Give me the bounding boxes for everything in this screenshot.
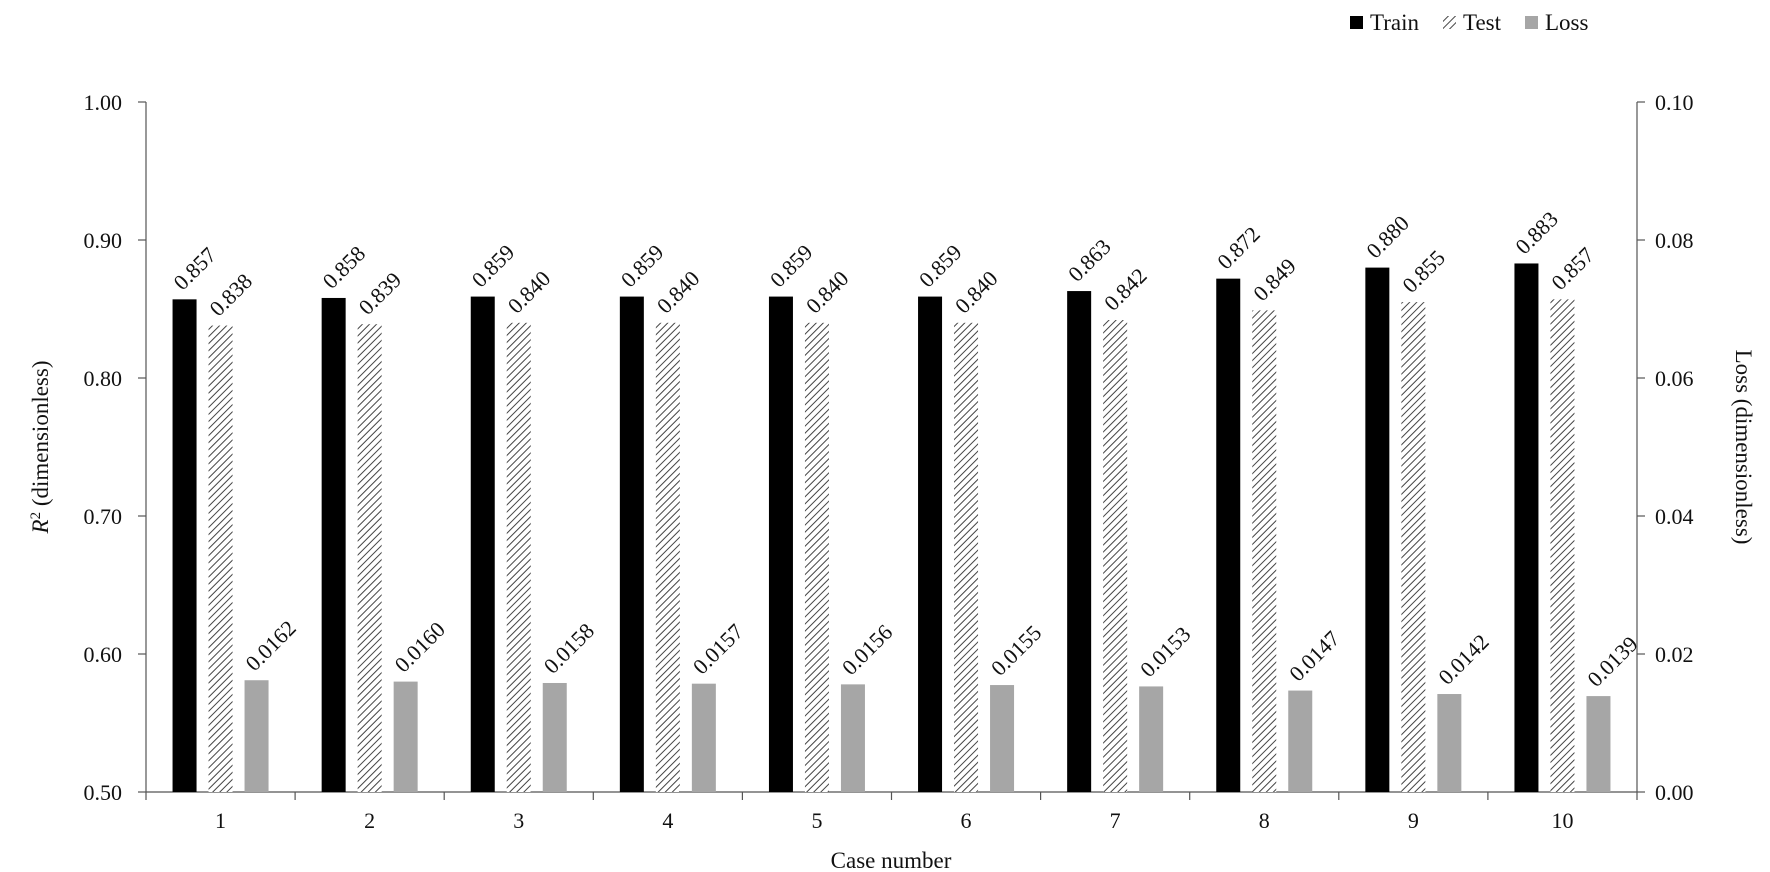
y-axis-title: R2 (dimensionless) xyxy=(28,361,53,535)
data-label-loss: 0.0162 xyxy=(240,615,300,675)
data-label-train: 0.857 xyxy=(168,242,221,295)
x-tick-label: 10 xyxy=(1551,808,1573,833)
bars xyxy=(172,263,1611,793)
right-tick-label: 0.00 xyxy=(1655,780,1694,805)
right-tick-label: 0.04 xyxy=(1655,504,1694,529)
data-label-loss: 0.0158 xyxy=(539,618,599,678)
bar-train xyxy=(470,296,495,792)
bar-test xyxy=(655,322,680,792)
data-label-train: 0.872 xyxy=(1212,221,1265,274)
data-label-loss: 0.0156 xyxy=(837,619,897,679)
bar-test xyxy=(954,322,979,792)
data-label-train: 0.880 xyxy=(1361,210,1414,263)
left-tick-label: 0.60 xyxy=(84,642,123,667)
bar-train xyxy=(768,296,793,792)
data-label-test: 0.855 xyxy=(1397,245,1450,298)
right-axis-ticks: 0.00 0.02 0.04 0.06 0.08 0.10 xyxy=(1637,90,1694,805)
data-label-train: 0.859 xyxy=(914,239,967,292)
bar-loss xyxy=(244,680,269,792)
bar-train xyxy=(1216,278,1241,792)
x-tick-label: 3 xyxy=(513,808,524,833)
right-tick-label: 0.10 xyxy=(1655,90,1694,115)
data-label-loss: 0.0139 xyxy=(1582,631,1642,691)
data-label-train: 0.859 xyxy=(765,239,818,292)
bar-test xyxy=(357,324,382,792)
left-tick-label: 0.70 xyxy=(84,504,123,529)
legend: Train Test Loss xyxy=(1350,10,1589,35)
right-tick-label: 0.06 xyxy=(1655,366,1694,391)
x-tick-label: 6 xyxy=(961,808,972,833)
x-tick-label: 9 xyxy=(1408,808,1419,833)
bar-loss xyxy=(691,683,716,792)
bar-test xyxy=(208,325,233,792)
x-tick-label: 7 xyxy=(1110,808,1121,833)
bar-loss xyxy=(393,681,418,792)
x-tick-label: 2 xyxy=(364,808,375,833)
left-axis-ticks: 0.50 0.60 0.70 0.80 0.90 1.00 xyxy=(84,90,146,805)
data-label-loss: 0.0157 xyxy=(688,619,748,679)
bar-train xyxy=(918,296,943,792)
left-tick-label: 1.00 xyxy=(84,90,123,115)
left-tick-label: 0.50 xyxy=(84,780,123,805)
bar-train xyxy=(1514,263,1539,793)
data-label-train: 0.859 xyxy=(467,239,520,292)
legend-swatch-loss xyxy=(1525,16,1538,29)
data-label-loss: 0.0153 xyxy=(1135,622,1195,682)
legend-swatch-test xyxy=(1443,16,1456,29)
legend-label-test: Test xyxy=(1463,10,1502,35)
left-tick-label: 0.90 xyxy=(84,228,123,253)
bar-test xyxy=(506,322,531,792)
data-label-test: 0.842 xyxy=(1099,263,1152,316)
data-label-test: 0.849 xyxy=(1248,253,1301,306)
bar-test xyxy=(804,322,829,792)
data-label-train: 0.883 xyxy=(1510,206,1563,259)
data-label-train: 0.859 xyxy=(616,239,669,292)
data-label-loss: 0.0142 xyxy=(1433,629,1493,689)
bar-loss xyxy=(1437,694,1462,792)
bar-train xyxy=(1365,267,1390,793)
legend-swatch-train xyxy=(1350,16,1363,29)
bar-loss xyxy=(840,684,865,792)
bar-loss xyxy=(990,685,1015,792)
bar-test xyxy=(1103,320,1128,792)
data-label-train: 0.863 xyxy=(1063,234,1116,287)
data-label-test: 0.839 xyxy=(354,267,407,320)
right-tick-label: 0.08 xyxy=(1655,228,1694,253)
data-label-loss: 0.0160 xyxy=(390,617,450,677)
right-tick-label: 0.02 xyxy=(1655,642,1694,667)
bar-test xyxy=(1550,299,1575,792)
bar-test xyxy=(1252,310,1277,792)
data-label-test: 0.840 xyxy=(503,266,556,319)
bar-loss xyxy=(1586,696,1611,792)
x-tick-label: 5 xyxy=(811,808,822,833)
x-axis-title: Case number xyxy=(831,848,952,872)
x-tick-label: 1 xyxy=(215,808,226,833)
data-label-test: 0.840 xyxy=(950,266,1003,319)
bar-loss xyxy=(1288,690,1313,792)
bar-train xyxy=(619,296,644,792)
data-label-test: 0.857 xyxy=(1546,242,1599,295)
data-label-loss: 0.0147 xyxy=(1284,626,1344,686)
x-axis-ticks: 1 2 3 4 5 6 7 8 9 10 xyxy=(145,792,1638,833)
x-tick-label: 8 xyxy=(1259,808,1270,833)
data-label-train: 0.858 xyxy=(318,241,371,294)
left-tick-label: 0.80 xyxy=(84,366,123,391)
data-label-test: 0.840 xyxy=(652,266,705,319)
data-label-test: 0.838 xyxy=(204,268,257,321)
y2-axis-title: Loss (dimensionless) xyxy=(1731,350,1756,545)
bar-train xyxy=(172,299,197,792)
data-label-loss: 0.0155 xyxy=(986,620,1046,680)
legend-label-train: Train xyxy=(1370,10,1419,35)
bar-test xyxy=(1401,302,1426,792)
legend-label-loss: Loss xyxy=(1545,10,1589,35)
bar-train xyxy=(321,297,346,792)
x-tick-label: 4 xyxy=(662,808,673,833)
data-label-test: 0.840 xyxy=(801,266,854,319)
bar-loss xyxy=(1139,686,1164,792)
bar-train xyxy=(1067,291,1092,792)
bar-loss xyxy=(542,682,567,792)
